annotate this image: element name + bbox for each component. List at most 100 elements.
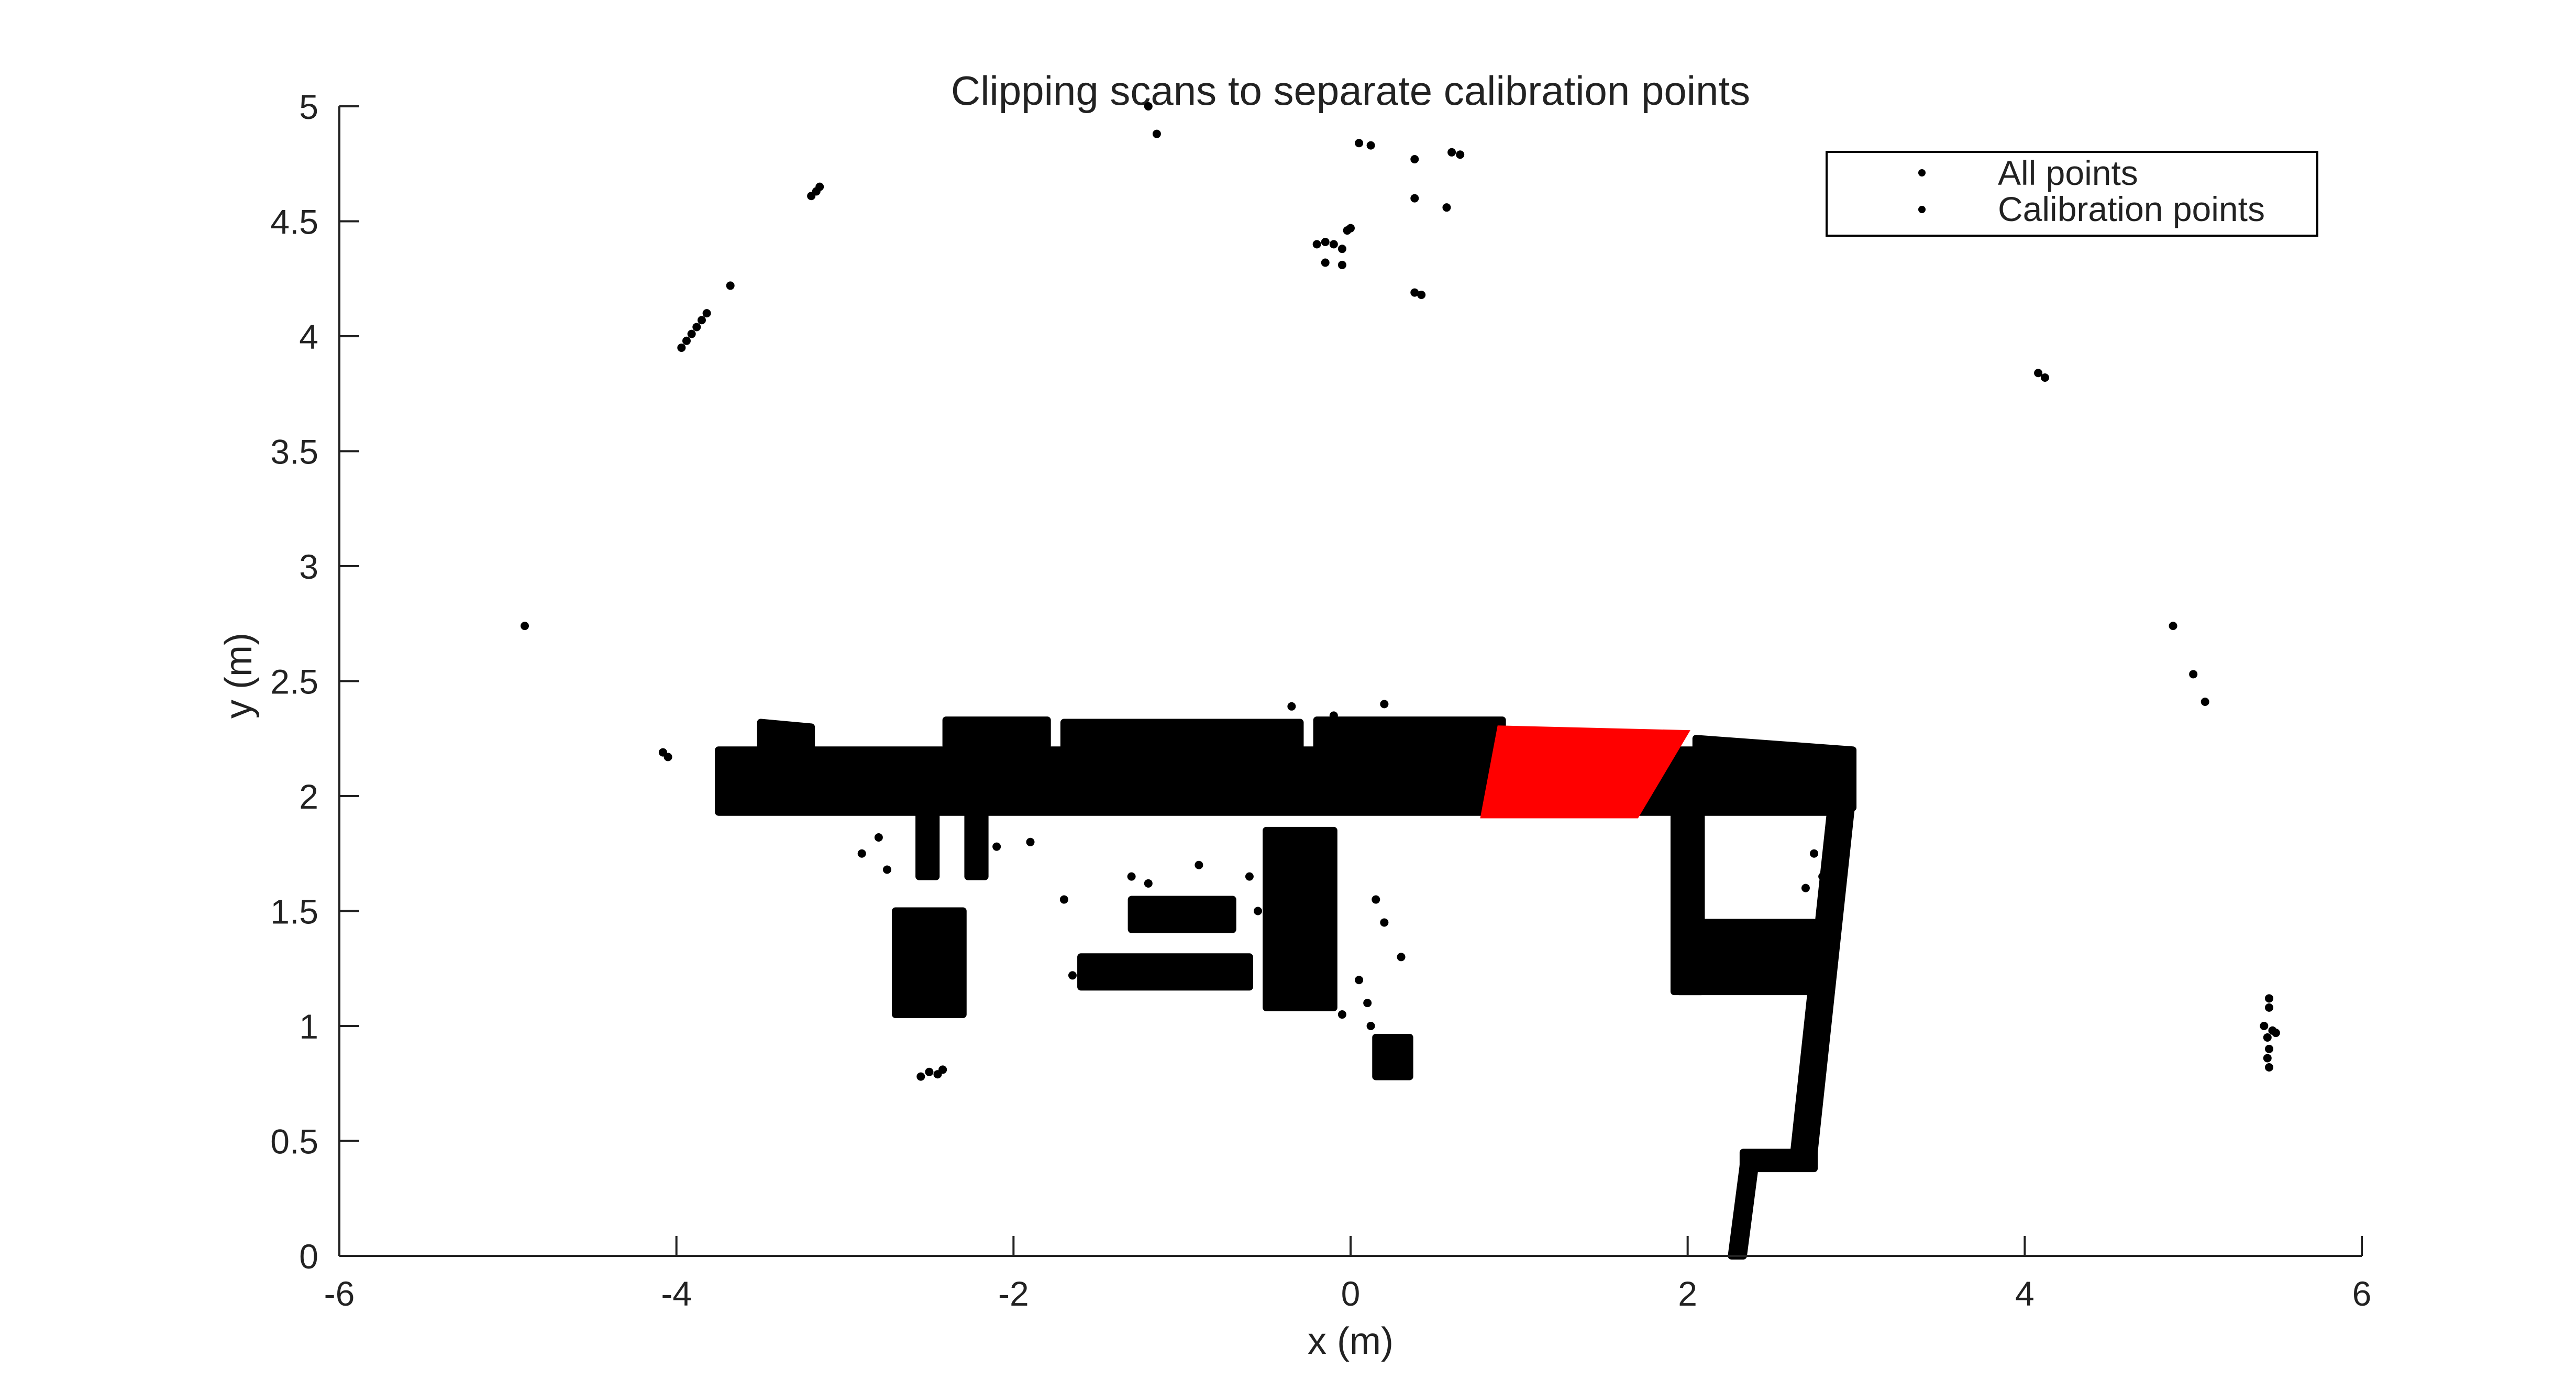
point-cluster-left-post-2 [964,803,989,880]
scatter-point [521,622,529,631]
x-tick-label: -4 [661,1274,692,1313]
scatter-point [1363,999,1372,1008]
scatter-point [1253,907,1262,915]
scatter-point [2263,1054,2272,1063]
scatter-point [1380,700,1389,709]
y-tick-label: 4 [299,317,318,356]
point-cluster-upper-wall-right [1060,719,1304,754]
y-tick-label: 1.5 [270,892,318,931]
scatter-point [1380,918,1389,927]
scatter-point [1329,711,1338,720]
scatter-point [2264,994,2273,1003]
scatter-point [1068,971,1077,980]
scatter-point [1366,141,1375,150]
scatter-point [2201,698,2209,706]
scatter-point [677,343,686,352]
scatter-point [1355,976,1364,985]
scatter-point [1287,702,1296,711]
scatter-point [2260,1022,2269,1030]
x-tick-label: -2 [998,1274,1029,1313]
y-tick-label: 2.5 [270,663,318,701]
y-tick-label: 5 [299,87,318,126]
y-tick-label: 3 [299,547,318,586]
data-layer [521,102,2280,1260]
scatter-point [664,753,672,761]
scatter-point [1456,150,1465,159]
scatter-point [1337,260,1346,269]
x-axis-label: x (m) [1308,1320,1394,1362]
scatter-point [1059,895,1068,904]
point-cluster-small-blob [1372,1033,1413,1080]
scatter-point [1321,238,1330,247]
scatter-point [2034,369,2043,378]
scatter-point [2040,373,2049,382]
scatter-point [1366,1022,1375,1030]
x-tick-label: -6 [324,1274,355,1313]
point-cluster-wall-right-edge [1692,735,1857,811]
point-cluster-left-post [915,803,940,880]
x-tick-label: 4 [2015,1274,2035,1313]
scatter-point [1337,245,1346,253]
scatter-point [1410,194,1419,203]
legend-marker-calibration-points [1918,206,1926,213]
point-cluster-table-left [1077,953,1253,991]
point-cluster-left-structure [892,907,967,1019]
scatter-point [874,833,883,842]
scatter-point [2189,670,2198,679]
point-cluster-upper-wall-mid [942,716,1051,749]
scatter-point [697,316,706,325]
y-tick-label: 0.5 [270,1122,318,1161]
scatter-point [1152,129,1161,138]
scatter-point [857,849,866,858]
chart-title: Clipping scans to separate calibration p… [951,68,1750,114]
axes [338,106,2362,1257]
point-cluster-table-mid [1263,826,1337,1011]
scatter-point [687,329,696,338]
scatter-point [1818,872,1827,881]
scatter-point [682,336,691,345]
scatter-point [1410,154,1419,163]
y-tick-label: 3.5 [270,433,318,471]
scatter-point [1312,240,1321,249]
scatter-point [882,865,891,874]
legend-label-all-points: All points [1998,153,2138,192]
y-tick-label: 2 [299,777,318,816]
y-tick-label: 4.5 [270,203,318,241]
point-cluster-main-wall [715,746,1852,816]
scatter-point [2169,622,2177,631]
y-tick-label: 1 [299,1007,318,1046]
x-tick-label: 0 [1341,1274,1361,1313]
scatter-point [815,182,824,191]
scatter-point [2263,1033,2272,1042]
scatter-point [992,842,1001,851]
x-tick-label: 6 [2352,1274,2372,1313]
y-tick-label: 0 [299,1237,318,1276]
scatter-point [1144,879,1153,888]
scatter-point [1417,290,1426,299]
scatter-point [1127,872,1136,881]
scatter-point [1810,849,1819,858]
scatter-point [2271,1029,2280,1037]
legend-box [1826,151,2318,237]
ticks: -6 -4 -2 0 2 4 6 0 0.5 1 1.5 2 2.5 3 3.5 4 4.5 5 [270,87,2371,1313]
scatter-point [1355,139,1364,148]
legend-marker-all-points [1918,169,1926,176]
point-cluster-diagonal-floor [1728,1149,1761,1260]
scatter-point [1801,884,1810,892]
point-cluster-right-cabinet [1675,919,1818,996]
y-axis-label: y (m) [218,633,260,719]
scatter-point [925,1067,934,1076]
scatter-point [1442,203,1451,212]
scatter-point [702,309,711,318]
scatter-point [1397,953,1406,962]
scatter-point [2264,1003,2273,1012]
scatter-point [1410,288,1419,297]
scatter-point [1447,148,1456,157]
legend-label-calibration-points: Calibration points [1998,190,2265,228]
scatter-point [1026,837,1035,846]
scatter-point [2264,1044,2273,1053]
scatter-point [938,1065,947,1074]
point-cluster-upper-wall-right-2 [1313,716,1506,754]
scatter-point [1329,240,1338,249]
